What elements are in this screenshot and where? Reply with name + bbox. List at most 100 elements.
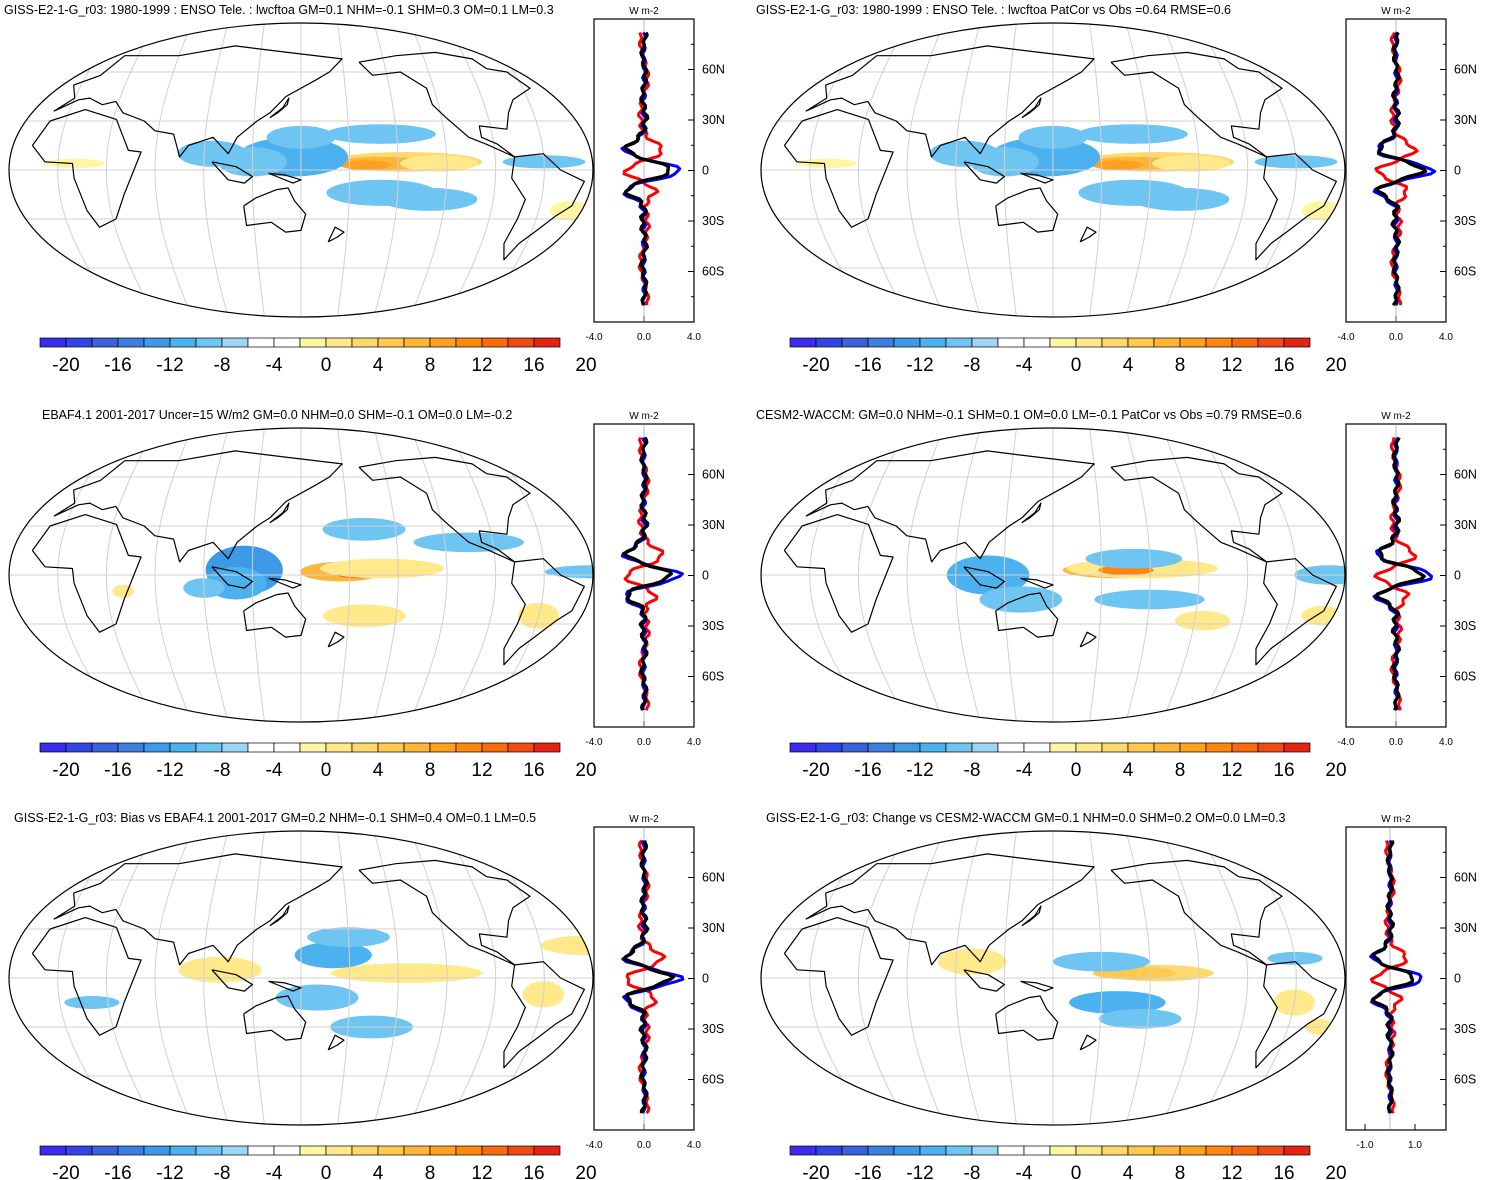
graticule-meridian — [483, 23, 545, 317]
colorbar-swatch — [841, 337, 869, 348]
coastline — [327, 1034, 345, 1051]
panel: GISS-E2-1-G_r03: 1980-1999 : ENSO Tele. … — [756, 3, 1477, 376]
colorbar-swatch — [1023, 1145, 1051, 1156]
colorbar-swatch — [971, 742, 999, 753]
profile-black-series — [623, 840, 676, 1114]
colorbar-swatch — [1231, 337, 1259, 348]
colorbar-label: 4 — [373, 760, 384, 781]
anomaly-field — [795, 158, 857, 169]
colorbar-swatch — [247, 1145, 275, 1156]
colorbar-swatch — [1101, 1145, 1129, 1156]
map-border — [760, 427, 1346, 723]
graticule-meridian — [1162, 428, 1200, 722]
colorbar-label: -12 — [906, 1163, 933, 1180]
anomaly-field — [341, 160, 391, 170]
graticule-meridian — [446, 428, 497, 722]
world-map — [8, 427, 594, 723]
anomaly-field — [1077, 124, 1188, 144]
map-border — [760, 830, 1346, 1126]
coastline — [503, 961, 585, 1069]
graticule-meridian — [857, 831, 908, 1125]
graticule-meridian — [809, 428, 871, 722]
profile-frame — [1345, 826, 1447, 1131]
lat-label: 30N — [702, 113, 725, 127]
graticule-meridian — [203, 23, 229, 317]
coastline — [243, 995, 307, 1041]
graticule-meridian — [1162, 23, 1200, 317]
colorbar-swatch — [997, 337, 1025, 348]
lat-label: 30S — [702, 214, 724, 228]
colorbar-label: 20 — [575, 355, 596, 376]
colorbar-label: -16 — [104, 760, 131, 781]
colorbar-swatch — [893, 1145, 921, 1156]
lat-label: 30S — [1454, 619, 1476, 633]
graticule-meridian — [955, 23, 981, 317]
x-tick-label: 4.0 — [687, 737, 701, 748]
profile-unit: W m-2 — [629, 6, 659, 17]
colorbar-swatch — [1049, 337, 1077, 348]
coastline — [1079, 631, 1097, 648]
colorbar-swatch — [169, 337, 197, 348]
colorbar-swatch — [221, 742, 249, 753]
graticule-meridian — [373, 831, 399, 1125]
colorbar-label: 16 — [523, 355, 544, 376]
x-tick-label: 1.0 — [1408, 1140, 1422, 1151]
colorbar-swatch — [169, 742, 197, 753]
colorbar-label: 8 — [425, 1163, 436, 1180]
colorbar-swatch — [867, 337, 895, 348]
coastline — [358, 456, 531, 563]
graticule-meridian — [1089, 23, 1103, 317]
colorbar-label: 16 — [1273, 355, 1294, 376]
graticule-meridian — [251, 831, 265, 1125]
graticule-meridian — [57, 23, 119, 317]
world-map — [760, 830, 1346, 1126]
anomaly-field — [1175, 610, 1231, 631]
colorbar-swatch — [65, 742, 93, 753]
colorbar-label: -4 — [1016, 1163, 1033, 1180]
profile-blue-series — [1372, 437, 1433, 711]
colorbar-swatch — [533, 337, 561, 348]
colorbar-swatch — [997, 1145, 1025, 1156]
colorbar-swatch — [455, 742, 483, 753]
anomaly-field — [323, 604, 406, 628]
colorbar-swatch — [117, 337, 145, 348]
anomaly-field — [178, 956, 262, 983]
x-tick-label: -4.0 — [1337, 737, 1355, 748]
anomaly-field — [112, 584, 135, 598]
colorbar-swatch — [945, 337, 973, 348]
graticule-meridian — [337, 23, 351, 317]
panel-title: GISS-E2-1-G_r03: 1980-1999 : ENSO Tele. … — [4, 3, 554, 17]
graticule-meridian — [1198, 831, 1249, 1125]
colorbar-swatch — [1257, 1145, 1285, 1156]
lat-label: 60S — [702, 670, 724, 684]
profile-unit: W m-2 — [629, 411, 659, 422]
colorbar-swatch — [403, 337, 431, 348]
lat-label: 30N — [702, 518, 725, 532]
coastline — [503, 558, 585, 666]
colorbar-swatch — [1101, 742, 1129, 753]
graticule-meridian — [483, 831, 545, 1125]
coastline — [269, 905, 290, 927]
colorbar-swatch — [1049, 742, 1077, 753]
graticule-meridian — [1162, 831, 1200, 1125]
lat-label: 0 — [702, 972, 709, 986]
colorbar-label: 12 — [1221, 1163, 1242, 1180]
graticule-meridian — [1235, 23, 1297, 317]
colorbar-swatch — [195, 337, 223, 348]
colorbar-label: 12 — [471, 1163, 492, 1180]
colorbar-label: 20 — [1325, 760, 1346, 781]
lat-label: 60S — [702, 265, 724, 279]
profile-red-series — [623, 436, 665, 711]
colorbar-label: 4 — [1123, 760, 1134, 781]
coastline — [268, 577, 302, 589]
colorbar-label: -4 — [1016, 760, 1033, 781]
coastline — [805, 450, 1095, 563]
coastline — [1020, 980, 1054, 992]
colorbar-swatch — [325, 337, 353, 348]
world-map — [760, 22, 1346, 318]
colorbar-swatch — [507, 337, 535, 348]
colorbar-swatch — [351, 742, 379, 753]
colorbar-swatch — [117, 1145, 145, 1156]
colorbar: -20 -16 -12 -8 -4 0 4 8 12 16 20 — [39, 337, 597, 376]
